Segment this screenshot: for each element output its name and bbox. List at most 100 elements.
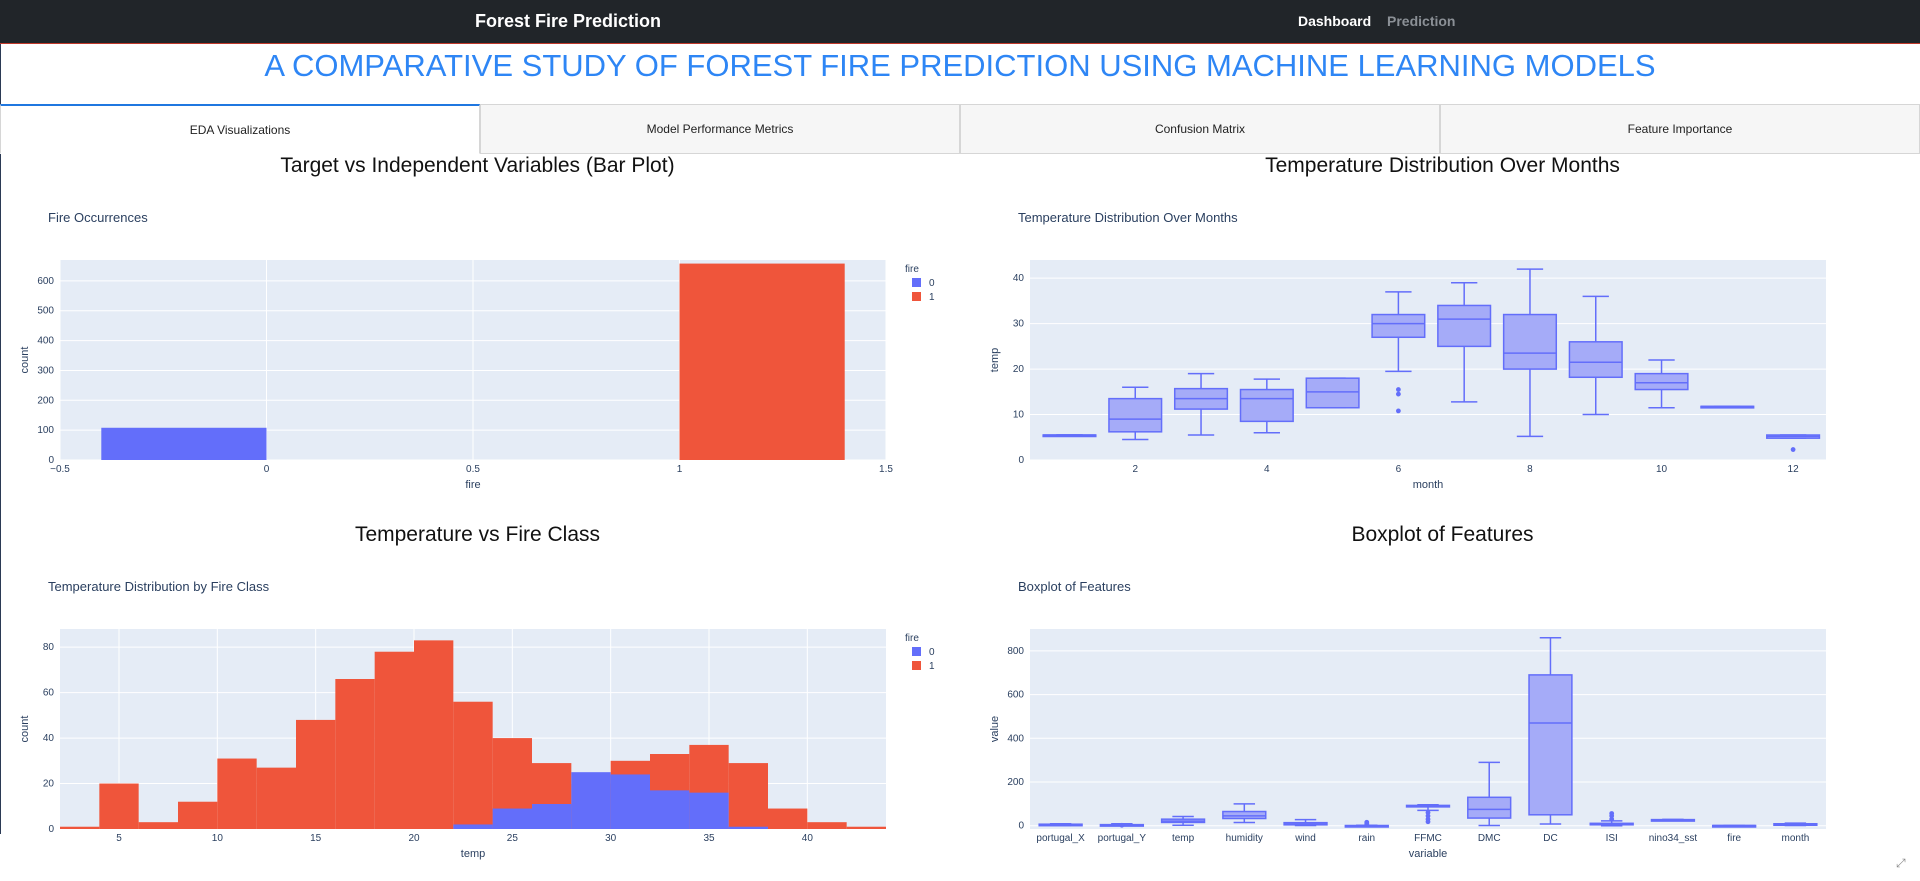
x-tick-label: 10 [212,833,224,844]
x-tick-label: 0 [264,464,270,475]
panel-bar-plot: Target vs Independent Variables (Bar Plo… [0,154,955,499]
x-tick-label: 30 [605,833,617,844]
y-tick-label: 500 [37,306,54,317]
y-axis-label: count [19,347,31,374]
feature-portugal_Y-outlier [1119,822,1125,828]
hist-bar-fire-1 [453,701,493,829]
month-4-box [1239,388,1294,423]
month-2-box [1108,397,1163,433]
month-12-outlier [1790,447,1796,452]
tab-feature-importance[interactable]: Feature Importance [1440,104,1920,154]
nav-link-prediction[interactable]: Prediction [1387,13,1456,29]
y-tick-label: 0 [1018,821,1024,832]
tab-confusion-matrix[interactable]: Confusion Matrix [960,104,1440,154]
legend-label: 0 [929,278,935,289]
y-tick-label: 80 [43,642,55,653]
legend-title: fire [905,264,919,275]
boxplot-features: 0 200 400 600 800 value variable portugal_X port… [989,629,1826,860]
feature-rain-outlier [1364,819,1370,825]
plot-title-temp-fire: Temperature Distribution by Fire Class [48,579,270,594]
y-tick-label: 20 [1013,364,1025,375]
hist-bar-fire-1 [414,640,454,829]
legend-label: 1 [929,661,935,672]
y-axis-label: value [989,716,1001,742]
y-axis-label: count [19,716,31,743]
hist-bar-fire-1 [807,822,847,829]
feature-ISI-outlier [1609,816,1615,822]
nav-link-dashboard[interactable]: Dashboard [1298,13,1372,29]
x-tick-label: −0.5 [50,464,70,475]
hist-bar-fire-1 [728,763,768,829]
feature-humidity-box [1222,810,1267,820]
feature-ISI-outlier [1609,811,1615,816]
section-title-months: Temperature Distribution Over Months [1265,154,1620,177]
y-tick-label: 600 [37,276,54,287]
y-tick-label: 10 [1013,410,1025,421]
x-tick-label: 0.5 [466,464,480,475]
y-tick-label: 200 [37,395,54,406]
plot-title-months: Temperature Distribution Over Months [1018,210,1238,225]
y-tick-label: 300 [37,365,54,376]
left-divider [0,44,1,834]
hist-bar-fire-0 [689,792,729,829]
plot-title-fire-occurrences: Fire Occurrences [48,210,148,225]
x-tick-label: 2 [1132,464,1138,475]
hist-bar-fire-0 [650,790,690,829]
x-tick-label: 10 [1656,464,1668,475]
expand-icon[interactable]: ⤢ [1896,856,1906,870]
x-tick-label: 1.5 [879,464,893,475]
y-tick-label: 60 [43,688,55,699]
tab-eda-visualizations[interactable]: EDA Visualizations [0,104,480,154]
month-10-box [1634,372,1689,391]
x-tick-label: 5 [116,833,122,844]
x-tick-label: 20 [408,833,420,844]
feature-FFMC-outlier [1425,816,1431,822]
section-title-temp-fire: Temperature vs Fire Class [354,523,601,546]
x-tick-label: rain [1358,833,1375,844]
y-tick-label: 0 [1018,455,1024,466]
feature-DC-box [1528,674,1573,816]
y-tick-label: 100 [37,425,54,436]
x-tick-label: month [1781,833,1809,844]
page-title: A COMPARATIVE STUDY OF FOREST FIRE PREDI… [264,48,1656,83]
hist-bar-fire-0 [532,804,572,829]
y-tick-label: 0 [48,455,54,466]
nav-links: Dashboard Prediction [1298,13,1467,29]
tab-model-performance-metrics[interactable]: Model Performance Metrics [480,104,960,154]
feature-DMC-box [1467,796,1512,819]
plot-area [1030,629,1826,829]
hist-bar-fire-1 [217,758,257,829]
boxplot-temp-by-month: 0 10 20 30 40 temp month 2 4 6 8 10 12 [989,260,1826,491]
feature-FFMC-outlier [1425,813,1431,819]
hist-bar-fire-1 [296,719,336,829]
month-6-outlier [1395,387,1401,392]
hist-bar-fire-0 [571,772,611,829]
hist-bar-fire-1 [138,822,178,829]
panel-temp-histogram: Temperature vs Fire Class Temperature Di… [0,523,955,868]
x-axis-label: temp [461,848,485,860]
x-tick-label: DC [1543,833,1557,844]
x-tick-label: 40 [802,833,814,844]
legend-label: 0 [929,647,935,658]
y-tick-label: 20 [43,779,55,790]
month-6-outlier [1395,391,1401,397]
legend-swatch [912,647,921,656]
x-tick-label: 15 [310,833,322,844]
y-tick-label: 30 [1013,319,1025,330]
month-6-outlier [1395,408,1401,414]
brand-title[interactable]: Forest Fire Prediction [475,11,662,31]
x-tick-label: humidity [1226,833,1263,844]
month-8-box [1502,313,1558,370]
y-tick-label: 800 [1007,646,1024,657]
bar-fire-1 [679,263,845,460]
legend-label: 1 [929,292,935,303]
hist-bar-fire-1 [846,826,886,829]
hist-bar-fire-1 [99,783,139,829]
y-tick-label: 200 [1007,777,1024,788]
hist-bar-fire-0 [453,824,493,829]
tab-bar: EDA Visualizations Model Performance Met… [0,104,1920,154]
month-7-box [1437,304,1492,348]
section-title-features: Boxplot of Features [1351,523,1534,546]
x-tick-label: 6 [1396,464,1402,475]
